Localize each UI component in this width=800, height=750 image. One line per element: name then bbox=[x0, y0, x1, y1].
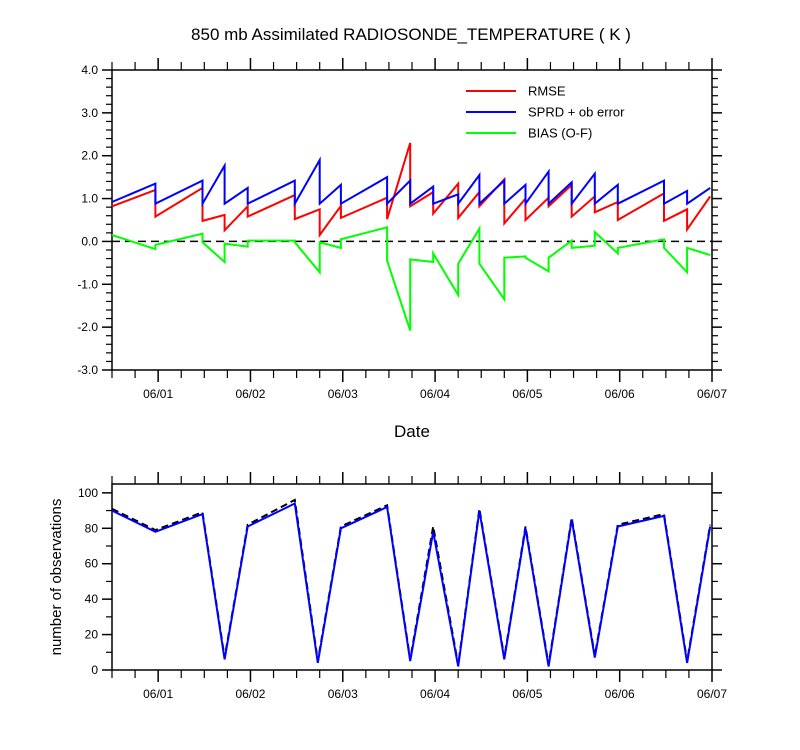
x-axis-label: Date bbox=[394, 422, 430, 441]
bottom-plot: 06/01 06/02 06/03 06/04 06/05 06/06 06/07 0 20 40… bbox=[78, 472, 727, 701]
bottom-xtick-label: 06/07 bbox=[697, 687, 727, 701]
top-ytick-label: -3.0 bbox=[77, 363, 98, 377]
top-ytick-label: 4.0 bbox=[81, 63, 98, 77]
bottom-ytick-label: 0 bbox=[91, 663, 98, 677]
bottom-xtick-label: 06/06 bbox=[605, 687, 635, 701]
bottom-series-possible bbox=[111, 498, 712, 665]
bottom-ytick-label: 100 bbox=[78, 486, 98, 500]
y-axis-label-observations: number of observations bbox=[48, 499, 65, 656]
legend-label: SPRD + ob error bbox=[528, 105, 625, 120]
legend-label: RMSE bbox=[528, 84, 566, 99]
top-xtick-label: 06/01 bbox=[143, 387, 173, 401]
bottom-ytick-label: 20 bbox=[85, 628, 99, 642]
top-series-bias-o-f bbox=[111, 225, 711, 331]
bottom-ytick-label: 40 bbox=[85, 592, 99, 606]
bottom-ytick-label: 80 bbox=[85, 521, 99, 535]
bottom-ytick-label: 60 bbox=[85, 557, 99, 571]
bottom-xtick-label: 06/05 bbox=[512, 687, 542, 701]
top-xtick-label: 06/02 bbox=[235, 387, 265, 401]
legend-label: BIAS (O-F) bbox=[528, 126, 592, 141]
top-ytick-label: -1.0 bbox=[77, 277, 98, 291]
top-xtick-label: 06/05 bbox=[512, 387, 542, 401]
top-ytick-label: -2.0 bbox=[77, 320, 98, 334]
legend: RMSE SPRD + ob error BIAS (O-F) bbox=[466, 84, 625, 141]
top-xtick-label: 06/03 bbox=[328, 387, 358, 401]
bottom-plot-frame bbox=[111, 483, 713, 671]
bottom-xtick-label: 06/01 bbox=[143, 687, 173, 701]
top-ytick-label: 3.0 bbox=[81, 106, 98, 120]
top-xtick-label: 06/07 bbox=[697, 387, 727, 401]
top-series-sprd-ob-error bbox=[111, 156, 711, 208]
bottom-xtick-label: 06/04 bbox=[420, 687, 450, 701]
bottom-series-assimilated bbox=[111, 501, 712, 667]
top-xtick-label: 06/06 bbox=[605, 387, 635, 401]
chart-title: 850 mb Assimilated RADIOSONDE_TEMPERATUR… bbox=[191, 25, 631, 44]
top-ytick-label: 2.0 bbox=[81, 149, 98, 163]
top-ytick-label: 1.0 bbox=[81, 192, 98, 206]
top-xtick-label: 06/04 bbox=[420, 387, 450, 401]
top-ytick-label: 0.0 bbox=[81, 234, 98, 248]
bottom-xtick-label: 06/02 bbox=[235, 687, 265, 701]
top-plot: 06/01 06/02 06/03 06/04 06/05 06/06 06/07 4.0 3.… bbox=[77, 58, 727, 401]
bottom-xtick-label: 06/03 bbox=[328, 687, 358, 701]
